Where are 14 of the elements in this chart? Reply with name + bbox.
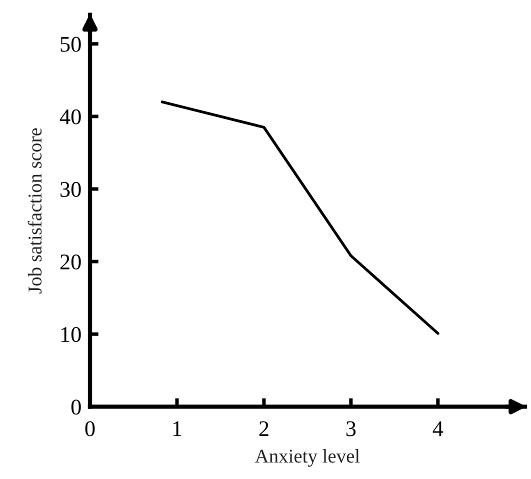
y-tick-label: 0 — [71, 400, 81, 415]
y-tick-label: 50 — [60, 36, 81, 52]
y-axis-title: Job satisfaction score — [28, 128, 42, 294]
x-tick-label: 3 — [346, 421, 356, 436]
line-series — [160, 100, 440, 335]
y-tick-label: 30 — [60, 182, 81, 197]
x-tick-label: 0 — [85, 421, 95, 436]
x-axis-title: Anxiety level — [254, 449, 360, 467]
x-tick-label: 4 — [432, 421, 444, 436]
y-tick-label: 10 — [61, 327, 81, 342]
y-tick-label: 40 — [60, 109, 81, 124]
x-tick-label: 2 — [259, 421, 268, 436]
x-tick-label: 1 — [173, 421, 182, 436]
y-tick-label: 20 — [60, 254, 81, 270]
